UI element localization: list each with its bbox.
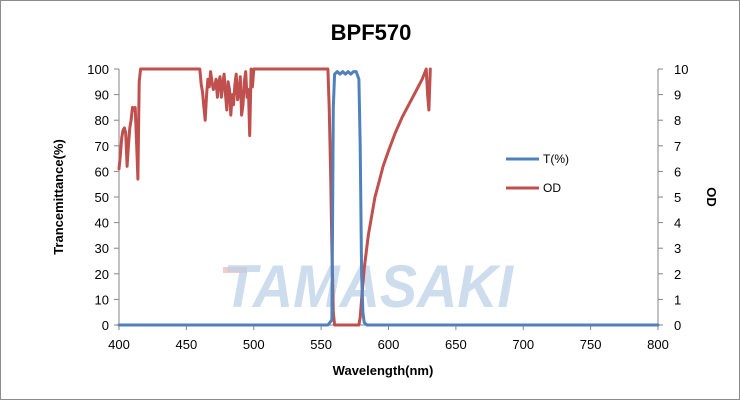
y-tick-label: 80 [95, 113, 109, 128]
y2-tick-label: 8 [674, 113, 681, 128]
legend-label-od: OD [543, 181, 561, 195]
y2-tick-label: 7 [674, 139, 681, 154]
x-tick-label: 400 [108, 337, 130, 352]
watermark-logo: TAMASAKI [223, 253, 514, 320]
x-axis-title: Wavelength(nm) [333, 363, 434, 378]
y-tick-label: 0 [102, 318, 109, 333]
x-tick-label: 650 [445, 337, 467, 352]
legend-label-t: T(%) [543, 152, 569, 166]
x-tick-label: 700 [512, 337, 534, 352]
y-tick-label: 10 [95, 292, 109, 307]
x-tick-label: 450 [176, 337, 198, 352]
y2-tick-label: 2 [674, 267, 681, 282]
y2-tick-label: 4 [674, 216, 681, 231]
y2-tick-label: 9 [674, 88, 681, 103]
x-tick-label: 550 [310, 337, 332, 352]
chart-title: BPF570 [331, 20, 412, 45]
y2-axis-title: OD [704, 187, 719, 207]
y2-tick-label: 6 [674, 164, 681, 179]
y2-tick-label: 0 [674, 318, 681, 333]
y-tick-label: 40 [95, 216, 109, 231]
y-axis-title: Trancemittance(%) [51, 139, 66, 255]
y-tick-label: 70 [95, 139, 109, 154]
series-line-t [117, 70, 660, 327]
series-line-od [117, 67, 432, 327]
y2-tick-label: 1 [674, 292, 681, 307]
x-tick-label: 750 [580, 337, 602, 352]
y2-tick-label: 5 [674, 190, 681, 205]
y-tick-label: 90 [95, 88, 109, 103]
y-tick-label: 60 [95, 164, 109, 179]
y2-tick-label: 10 [674, 62, 688, 77]
x-tick-label: 800 [647, 337, 669, 352]
x-tick-label: 500 [243, 337, 265, 352]
y-tick-label: 30 [95, 241, 109, 256]
y-tick-label: 50 [95, 190, 109, 205]
svg-text:TAMASAKI: TAMASAKI [223, 253, 514, 320]
y-tick-label: 20 [95, 267, 109, 282]
legend: T(%) OD [506, 152, 569, 195]
y2-tick-label: 3 [674, 241, 681, 256]
x-tick-label: 600 [378, 337, 400, 352]
y-tick-label: 100 [87, 62, 109, 77]
